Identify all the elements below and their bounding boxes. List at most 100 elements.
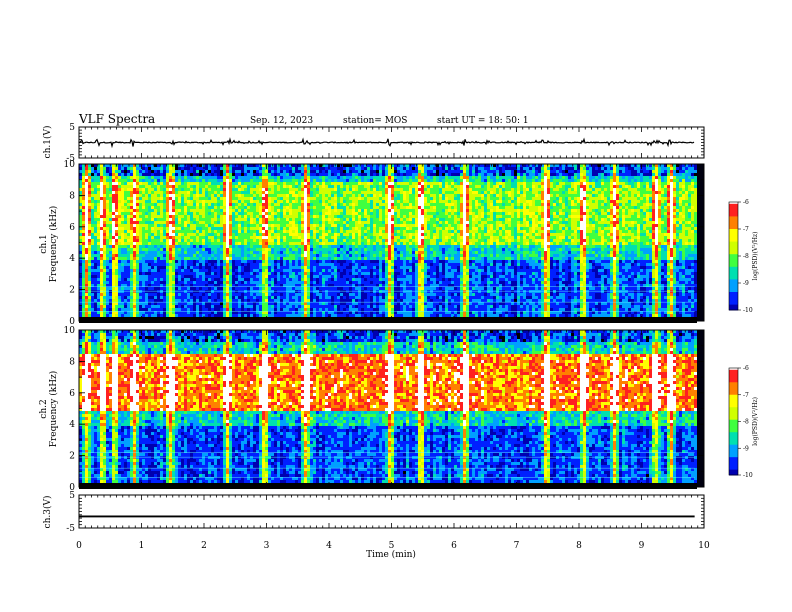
spectrogram-cell (139, 260, 142, 263)
spectrogram-cell (142, 170, 145, 173)
spectrogram-cell (133, 176, 136, 179)
spectrogram-cell (100, 269, 103, 272)
spectrogram-cell (100, 206, 103, 209)
spectrogram-cell (112, 275, 115, 278)
spectrogram-cell (121, 308, 124, 311)
spectrogram-cell (118, 227, 121, 230)
spectrogram-cell (124, 248, 127, 251)
spectrogram-cell (136, 305, 139, 308)
spectrogram-cell (97, 224, 100, 227)
spectrogram-cell (106, 269, 109, 272)
spectrogram-cell (88, 227, 91, 230)
spectrogram-cell (133, 287, 136, 290)
spectrogram-cell (139, 206, 142, 209)
spectrogram-cell (112, 287, 115, 290)
spectrogram-cell (154, 170, 157, 173)
spectrogram-cell (91, 188, 94, 191)
spectrogram-cell (94, 188, 97, 191)
spectrogram-cell (133, 167, 136, 170)
spectrogram-cell (115, 314, 118, 317)
spectrogram-cell (85, 314, 88, 317)
spectrogram-cell (151, 206, 154, 209)
spectrogram-cell (148, 281, 151, 284)
spectrogram-cell (88, 293, 91, 296)
spectrogram-cell (121, 197, 124, 200)
spectrogram-cell (133, 275, 136, 278)
spectrogram-cell (142, 224, 145, 227)
spectrogram-cell (127, 290, 130, 293)
spectrogram-cell (88, 296, 91, 299)
spectrogram-cell (154, 209, 157, 212)
spectrogram-cell (121, 203, 124, 206)
spectrogram-cell (100, 167, 103, 170)
spectrogram-cell (145, 212, 148, 215)
spectrogram-cell (142, 173, 145, 176)
spectrogram-cell (82, 269, 85, 272)
spectrogram-cell (82, 266, 85, 269)
spectrogram-cell (118, 245, 121, 248)
spectrogram-cell (112, 170, 115, 173)
spectrogram-cell (151, 278, 154, 281)
spectrogram-cell (133, 215, 136, 218)
spectrogram-cell (112, 224, 115, 227)
spectrogram-cell (97, 176, 100, 179)
spectrogram-cell (139, 305, 142, 308)
spectrogram-cell (82, 296, 85, 299)
spectrogram-cell (103, 287, 106, 290)
spectrogram-cell (127, 269, 130, 272)
spectrogram-cell (112, 269, 115, 272)
spectrogram-cell (112, 290, 115, 293)
spectrogram-cell (106, 212, 109, 215)
spectrogram-cell (127, 179, 130, 182)
spectrogram-cell (127, 176, 130, 179)
spectrogram-cell (130, 200, 133, 203)
spectrogram-cell (118, 218, 121, 221)
spectrogram-cell (148, 200, 151, 203)
spectrogram-cell (94, 269, 97, 272)
spectrogram-cell (85, 305, 88, 308)
spectrogram-cell (103, 308, 106, 311)
spectrogram-cell (100, 185, 103, 188)
spectrogram-cell (154, 227, 157, 230)
spectrogram-cell (136, 224, 139, 227)
spectrogram-cell (85, 263, 88, 266)
spectrogram-cell (124, 197, 127, 200)
spectrogram-cell (85, 185, 88, 188)
spectrogram-cell (142, 221, 145, 224)
spectrogram-cell (145, 290, 148, 293)
spectrogram-cell (148, 197, 151, 200)
spectrogram-cell (106, 275, 109, 278)
spectrogram-cell (88, 281, 91, 284)
spectrogram-cell (118, 263, 121, 266)
spectrogram-cell (121, 188, 124, 191)
spectrogram-cell (91, 167, 94, 170)
spectrogram-cell (97, 260, 100, 263)
spectrogram-cell (130, 266, 133, 269)
spectrogram-cell (136, 266, 139, 269)
spectrogram-cell (130, 185, 133, 188)
spectrogram-cell (130, 308, 133, 311)
spectrogram-cell (124, 305, 127, 308)
spectrogram-cell (109, 230, 112, 233)
spectrogram-cell (151, 260, 154, 263)
spectrogram-cell (88, 308, 91, 311)
spectrogram-cell (100, 308, 103, 311)
spectrogram-cell (121, 179, 124, 182)
spectrogram-cell (127, 293, 130, 296)
spectrogram-cell (139, 251, 142, 254)
spectrogram-cell (82, 233, 85, 236)
spectrogram-cell (124, 191, 127, 194)
spectrogram-cell (136, 299, 139, 302)
spectrogram-cell (103, 197, 106, 200)
spectrogram-cell (136, 296, 139, 299)
spectrogram-cell (82, 227, 85, 230)
spectrogram-cell (94, 251, 97, 254)
spectrogram-cell (115, 224, 118, 227)
spectrogram-cell (130, 272, 133, 275)
spectrogram-cell (127, 245, 130, 248)
spectrogram-cell (91, 170, 94, 173)
spectrogram-cell (154, 191, 157, 194)
spectrogram-cell (121, 245, 124, 248)
spectrogram-cell (124, 296, 127, 299)
spectrogram-cell (118, 236, 121, 239)
